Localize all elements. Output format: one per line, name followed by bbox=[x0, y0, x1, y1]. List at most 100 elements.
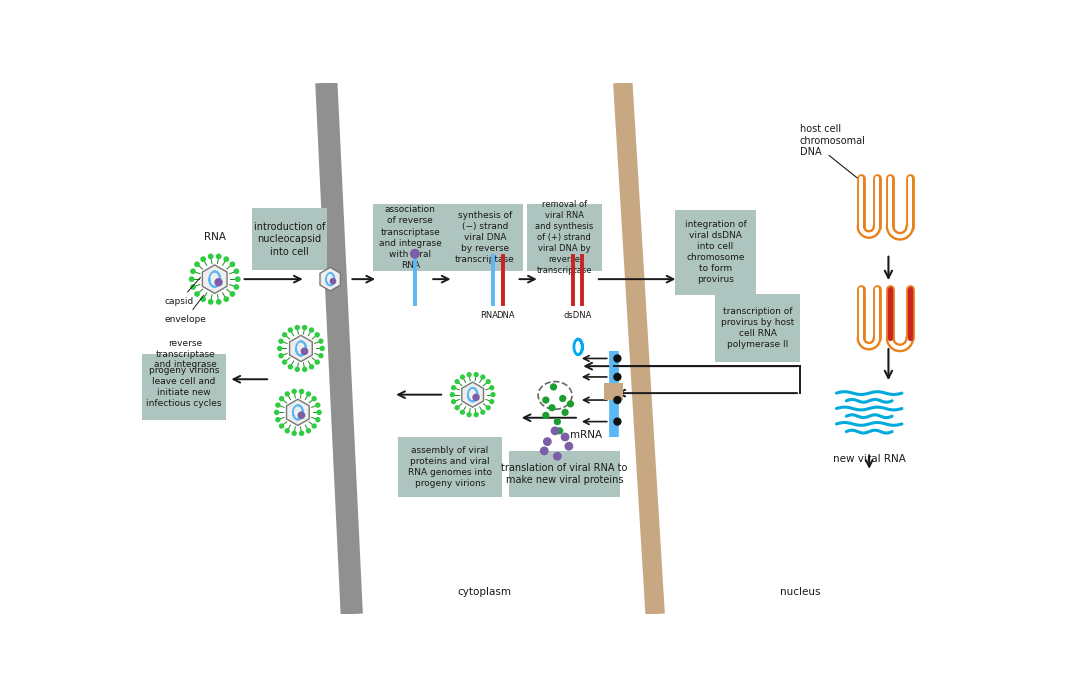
Circle shape bbox=[279, 354, 283, 357]
Circle shape bbox=[234, 269, 239, 273]
Text: dsDNA: dsDNA bbox=[563, 311, 592, 320]
Circle shape bbox=[283, 360, 286, 364]
Circle shape bbox=[295, 326, 299, 330]
Circle shape bbox=[230, 292, 234, 296]
Circle shape bbox=[315, 417, 320, 422]
FancyBboxPatch shape bbox=[715, 294, 800, 362]
Circle shape bbox=[330, 279, 336, 284]
Circle shape bbox=[295, 367, 299, 371]
Circle shape bbox=[562, 409, 568, 415]
Circle shape bbox=[486, 380, 490, 384]
Circle shape bbox=[298, 412, 305, 418]
Circle shape bbox=[279, 339, 283, 343]
Circle shape bbox=[481, 375, 485, 379]
Circle shape bbox=[473, 394, 480, 400]
Circle shape bbox=[293, 431, 296, 435]
Text: reverse
transcriptase
and integrase: reverse transcriptase and integrase bbox=[154, 339, 217, 369]
Circle shape bbox=[455, 406, 459, 410]
Polygon shape bbox=[320, 267, 340, 291]
Text: RNA: RNA bbox=[480, 311, 498, 320]
Circle shape bbox=[278, 346, 282, 351]
Circle shape bbox=[549, 405, 555, 411]
Circle shape bbox=[319, 339, 323, 343]
Text: cytoplasm: cytoplasm bbox=[457, 587, 511, 597]
Circle shape bbox=[299, 389, 303, 393]
Circle shape bbox=[474, 373, 478, 377]
Circle shape bbox=[541, 447, 548, 455]
FancyBboxPatch shape bbox=[141, 354, 226, 420]
Circle shape bbox=[293, 389, 296, 393]
Circle shape bbox=[208, 254, 213, 259]
Circle shape bbox=[285, 428, 289, 433]
Circle shape bbox=[486, 406, 490, 410]
Text: RNA: RNA bbox=[204, 233, 226, 242]
Circle shape bbox=[301, 348, 308, 355]
FancyBboxPatch shape bbox=[605, 383, 623, 400]
Circle shape bbox=[468, 413, 471, 417]
FancyBboxPatch shape bbox=[675, 210, 756, 295]
Text: mRNA: mRNA bbox=[570, 431, 603, 440]
Text: assembly of viral
proteins and viral
RNA genomes into
progeny virions: assembly of viral proteins and viral RNA… bbox=[408, 446, 491, 489]
Circle shape bbox=[556, 428, 563, 434]
Circle shape bbox=[543, 397, 549, 403]
Circle shape bbox=[474, 413, 478, 417]
Circle shape bbox=[215, 279, 222, 286]
Circle shape bbox=[275, 417, 280, 422]
Circle shape bbox=[194, 262, 199, 266]
Circle shape bbox=[543, 438, 551, 445]
Circle shape bbox=[230, 262, 234, 266]
Circle shape bbox=[307, 428, 310, 433]
Circle shape bbox=[451, 400, 456, 404]
Circle shape bbox=[554, 419, 561, 424]
Text: envelope: envelope bbox=[164, 295, 206, 324]
Text: host cell
chromosomal
DNA: host cell chromosomal DNA bbox=[800, 124, 866, 157]
Circle shape bbox=[320, 346, 324, 351]
Circle shape bbox=[307, 392, 310, 396]
Circle shape bbox=[315, 333, 320, 337]
Circle shape bbox=[450, 393, 455, 397]
Circle shape bbox=[288, 365, 293, 369]
Circle shape bbox=[567, 401, 573, 407]
Circle shape bbox=[201, 257, 205, 262]
FancyBboxPatch shape bbox=[509, 451, 621, 497]
FancyBboxPatch shape bbox=[373, 204, 448, 271]
Text: transcription of
provirus by host
cell RNA
polymerase II: transcription of provirus by host cell R… bbox=[721, 306, 794, 349]
Polygon shape bbox=[286, 400, 309, 426]
Polygon shape bbox=[462, 382, 484, 407]
Circle shape bbox=[235, 277, 240, 282]
Circle shape bbox=[280, 424, 284, 428]
Text: DNA: DNA bbox=[497, 311, 515, 320]
Circle shape bbox=[274, 411, 279, 414]
FancyBboxPatch shape bbox=[447, 204, 523, 271]
Circle shape bbox=[490, 386, 494, 390]
Circle shape bbox=[613, 355, 621, 362]
Text: capsid: capsid bbox=[164, 277, 201, 306]
Circle shape bbox=[288, 328, 293, 332]
Circle shape bbox=[283, 333, 286, 337]
Circle shape bbox=[613, 397, 621, 404]
Polygon shape bbox=[289, 335, 312, 362]
Circle shape bbox=[285, 392, 289, 396]
Circle shape bbox=[299, 431, 303, 435]
Circle shape bbox=[191, 269, 195, 273]
Text: synthesis of
(−) strand
viral DNA
by reverse
transcriptase: synthesis of (−) strand viral DNA by rev… bbox=[455, 211, 515, 264]
Text: association
of reverse
transcriptase
and integrase
with viral
RNA: association of reverse transcriptase and… bbox=[379, 206, 442, 270]
Circle shape bbox=[613, 373, 621, 380]
Circle shape bbox=[460, 375, 464, 379]
Circle shape bbox=[319, 354, 323, 357]
Text: translation of viral RNA to
make new viral proteins: translation of viral RNA to make new vir… bbox=[501, 463, 627, 485]
Text: nucleus: nucleus bbox=[780, 587, 820, 597]
Circle shape bbox=[208, 299, 213, 304]
Polygon shape bbox=[202, 265, 227, 293]
Circle shape bbox=[554, 453, 561, 460]
Circle shape bbox=[613, 418, 621, 425]
Circle shape bbox=[543, 413, 549, 418]
Circle shape bbox=[481, 411, 485, 414]
Circle shape bbox=[562, 433, 569, 441]
Circle shape bbox=[565, 442, 572, 450]
Circle shape bbox=[491, 393, 495, 397]
Circle shape bbox=[217, 254, 221, 259]
Circle shape bbox=[490, 400, 494, 404]
Circle shape bbox=[552, 427, 558, 435]
Circle shape bbox=[234, 285, 239, 289]
